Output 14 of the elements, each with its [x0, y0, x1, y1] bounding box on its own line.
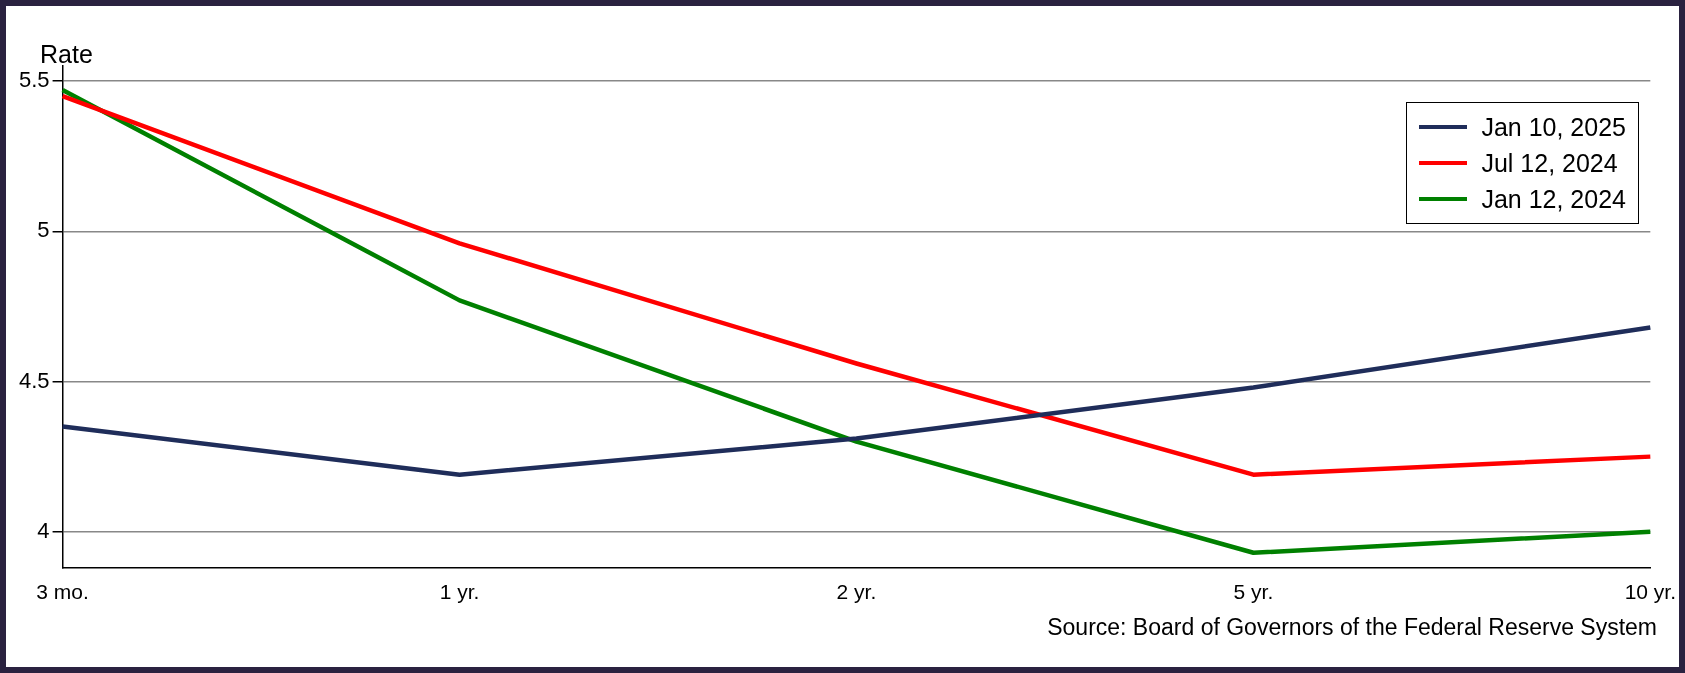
x-tick-label: 5 yr.: [1233, 580, 1274, 604]
legend-label: Jan 12, 2024: [1481, 184, 1626, 214]
y-tick-label: 5.5: [18, 67, 50, 93]
y-tick-label: 5: [37, 217, 50, 243]
x-tick-label: 3 mo.: [36, 580, 89, 604]
x-tick-label: 10 yr.: [1624, 580, 1677, 604]
legend-label: Jan 10, 2025: [1481, 112, 1626, 142]
legend-label: Jul 12, 2024: [1481, 148, 1618, 178]
source-note: Source: Board of Governors of the Federal Reserve System: [1047, 614, 1657, 641]
x-tick-label: 2 yr.: [836, 580, 877, 604]
y-axis-title: Rate: [40, 40, 93, 69]
x-tick-label: 1 yr.: [439, 580, 480, 604]
y-tick-label: 4: [37, 517, 50, 543]
y-tick-label: 4.5: [18, 367, 50, 393]
